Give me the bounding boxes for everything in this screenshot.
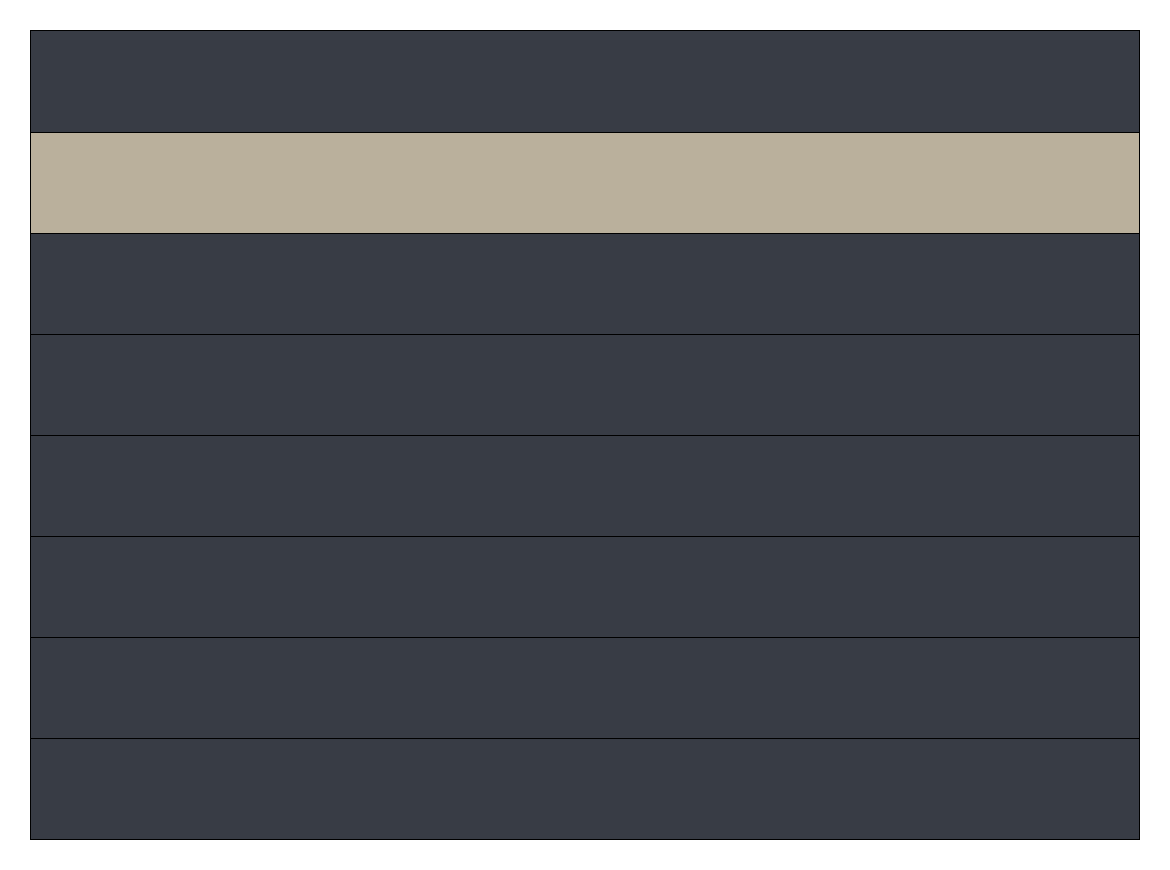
list [30,30,1140,840]
list-row[interactable] [31,536,1139,637]
list-row[interactable] [31,334,1139,435]
list-row-selected[interactable] [31,132,1139,233]
list-row[interactable] [31,738,1139,839]
list-row[interactable] [31,435,1139,536]
list-row[interactable] [31,233,1139,334]
list-row[interactable] [31,31,1139,132]
list-row[interactable] [31,637,1139,738]
